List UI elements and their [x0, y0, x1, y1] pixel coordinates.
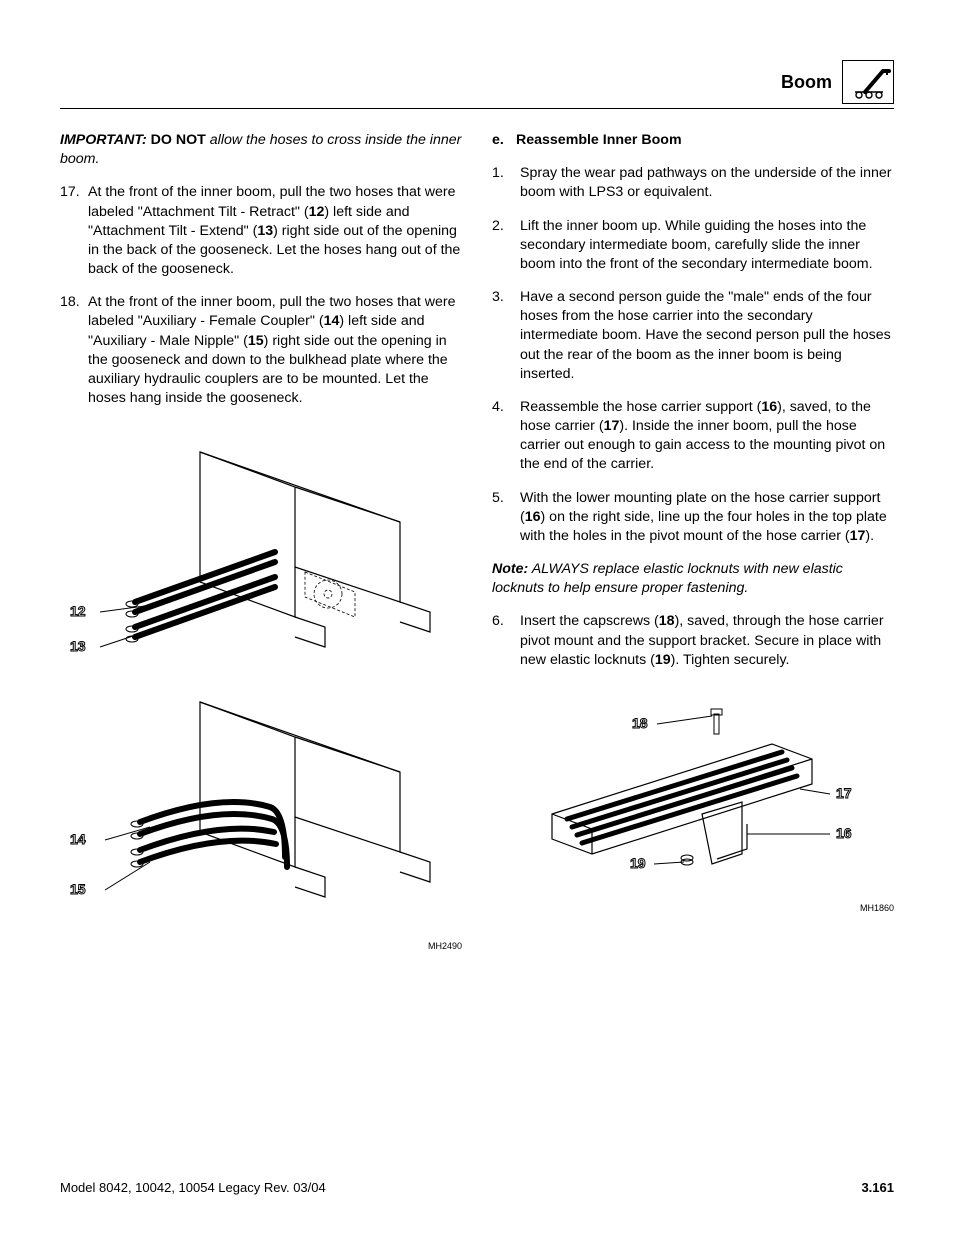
boom-machine-icon — [842, 60, 894, 104]
rstep-6: 6.Insert the capscrews (18), saved, thro… — [492, 612, 894, 670]
rstep-2: 2.Lift the inner boom up. While guiding … — [492, 217, 894, 275]
step-17: 17.At the front of the inner boom, pull … — [60, 183, 462, 279]
footer-model: Model 8042, 10042, 10054 Legacy Rev. 03/… — [60, 1180, 326, 1195]
section-heading: e.Reassemble Inner Boom — [492, 131, 894, 150]
svg-text:12: 12 — [70, 603, 86, 619]
header-rule — [60, 108, 894, 109]
important-lead: IMPORTANT: — [60, 132, 147, 148]
footer-page: 3.161 — [861, 1180, 894, 1195]
rstep-4: 4.Reassemble the hose carrier support (1… — [492, 398, 894, 475]
note-lead: Note: — [492, 561, 528, 577]
left-steps: 17.At the front of the inner boom, pull … — [60, 183, 462, 408]
figure-mh1860: 18 17 16 19 MH1860 — [492, 694, 894, 914]
rstep-1: 1.Spray the wear pad pathways on the und… — [492, 164, 894, 202]
figure-code-left: MH2490 — [60, 940, 462, 952]
left-column: IMPORTANT: DO NOT allow the hoses to cro… — [60, 131, 462, 963]
svg-text:14: 14 — [70, 831, 86, 847]
heading-e: e.Reassemble Inner Boom — [492, 131, 894, 150]
step-18: 18.At the front of the inner boom, pull … — [60, 293, 462, 408]
svg-text:13: 13 — [70, 638, 86, 654]
rstep-5: 5.With the lower mounting plate on the h… — [492, 489, 894, 547]
header-title: Boom — [781, 72, 832, 93]
right-steps-1: 1.Spray the wear pad pathways on the und… — [492, 164, 894, 546]
important-note: IMPORTANT: DO NOT allow the hoses to cro… — [60, 131, 462, 169]
svg-text:18: 18 — [632, 715, 648, 731]
right-column: e.Reassemble Inner Boom 1.Spray the wear… — [492, 131, 894, 963]
content-columns: IMPORTANT: DO NOT allow the hoses to cro… — [60, 131, 894, 963]
svg-text:16: 16 — [836, 825, 852, 841]
note-rest: ALWAYS replace elastic locknuts with new… — [492, 561, 843, 596]
note-block: Note: ALWAYS replace elastic locknuts wi… — [492, 560, 894, 598]
svg-text:15: 15 — [70, 881, 86, 897]
page-header: Boom — [60, 60, 894, 104]
right-steps-2: 6.Insert the capscrews (18), saved, thro… — [492, 612, 894, 670]
page-footer: Model 8042, 10042, 10054 Legacy Rev. 03/… — [60, 1180, 894, 1195]
svg-text:17: 17 — [836, 785, 852, 801]
svg-text:19: 19 — [630, 855, 646, 871]
figure-mh2490: 12 13 — [60, 432, 462, 952]
important-donot: DO NOT — [151, 132, 206, 148]
figure-code-right: MH1860 — [492, 902, 894, 914]
rstep-3: 3.Have a second person guide the "male" … — [492, 288, 894, 384]
